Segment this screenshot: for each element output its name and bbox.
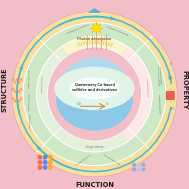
Circle shape — [142, 168, 145, 171]
Text: H₂O: H₂O — [77, 102, 82, 106]
Circle shape — [133, 168, 135, 171]
Circle shape — [43, 166, 47, 169]
Circle shape — [137, 168, 140, 171]
Ellipse shape — [70, 78, 119, 99]
Circle shape — [49, 161, 52, 164]
Text: Band structure: Band structure — [29, 93, 31, 110]
Text: Nanostructure: Nanostructure — [29, 113, 31, 128]
Wedge shape — [23, 22, 166, 166]
Circle shape — [93, 25, 100, 32]
Ellipse shape — [57, 70, 132, 130]
Text: STRUCTURE: STRUCTURE — [1, 67, 7, 112]
Text: Geometric structure: Geometric structure — [66, 24, 89, 34]
Circle shape — [38, 161, 42, 164]
Circle shape — [38, 155, 42, 159]
Text: Defect structure: Defect structure — [29, 70, 31, 88]
Text: Quaternary Cu-based
sulfides and derivatives: Quaternary Cu-based sulfides and derivat… — [72, 83, 117, 92]
Text: Defect structure: Defect structure — [41, 76, 43, 93]
Text: Electronic structure: Electronic structure — [106, 26, 128, 36]
Wedge shape — [122, 47, 152, 142]
Wedge shape — [61, 36, 128, 56]
Text: PROPERTY: PROPERTY — [182, 70, 188, 109]
Wedge shape — [61, 133, 128, 152]
Circle shape — [38, 166, 42, 169]
Text: Crystal structure: Crystal structure — [146, 78, 148, 95]
Circle shape — [49, 166, 52, 169]
Circle shape — [59, 58, 130, 130]
Circle shape — [142, 163, 145, 166]
Wedge shape — [37, 47, 67, 142]
Text: Surface hydrogen
evolution reaction: Surface hydrogen evolution reaction — [157, 66, 160, 85]
Circle shape — [43, 161, 47, 164]
Ellipse shape — [55, 67, 134, 109]
Text: H₂O: H₂O — [169, 107, 174, 111]
Circle shape — [12, 11, 177, 177]
Circle shape — [49, 155, 52, 159]
Wedge shape — [12, 11, 177, 177]
Circle shape — [137, 163, 140, 166]
Text: Charge transfer: Charge transfer — [85, 145, 104, 149]
Text: H₂: H₂ — [170, 62, 173, 66]
Polygon shape — [89, 9, 100, 13]
Text: FUNCTION: FUNCTION — [75, 182, 114, 188]
Text: Surface structure: Surface structure — [103, 154, 120, 166]
Circle shape — [133, 163, 135, 166]
Text: Charge separation: Charge separation — [158, 94, 160, 113]
Text: H₂↑: H₂↑ — [169, 77, 174, 81]
FancyBboxPatch shape — [166, 91, 174, 100]
Text: H₂: H₂ — [105, 102, 108, 106]
Text: Crystal structure: Crystal structure — [75, 154, 91, 166]
Text: Photon absorption: Photon absorption — [77, 37, 112, 41]
Circle shape — [43, 155, 47, 159]
